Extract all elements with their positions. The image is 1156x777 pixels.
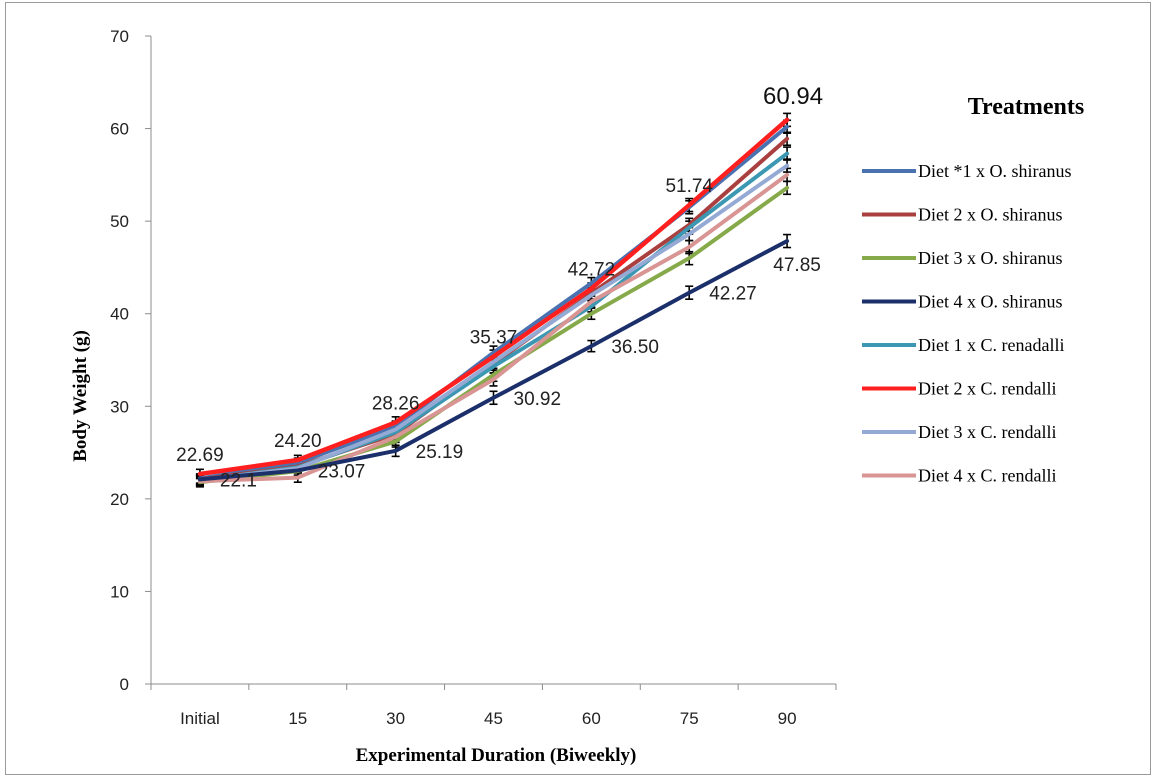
legend-label: Diet 4 x O. shiranus bbox=[918, 292, 1062, 312]
data-label: 47.85 bbox=[773, 255, 821, 276]
axes: 0 10 20 30 40 50 60 70 Initial 15 30 45 60 75 90 bbox=[110, 27, 837, 728]
x-tick-label: 75 bbox=[680, 709, 699, 728]
data-label: 25.19 bbox=[416, 442, 464, 463]
series-line bbox=[197, 239, 790, 482]
y-tick-label: 50 bbox=[110, 212, 129, 231]
legend-label: Diet *1 x O. shiranus bbox=[918, 161, 1071, 181]
y-tick-label: 30 bbox=[110, 397, 129, 416]
data-label: 42.72 bbox=[568, 260, 616, 281]
legend: Diet *1 x O. shiranus Diet 2 x O. shiranu… bbox=[862, 161, 1071, 486]
data-label: 36.50 bbox=[611, 337, 659, 358]
x-tick-label: Initial bbox=[180, 709, 220, 728]
data-label: 23.07 bbox=[318, 461, 366, 482]
data-label: 22.1 bbox=[220, 470, 257, 491]
y-tick-label: 60 bbox=[110, 120, 129, 139]
data-labels: 22.69 22.1 24.20 23.07 28.26 25.19 35.37 30.92 4… bbox=[176, 83, 823, 492]
data-label: 30.92 bbox=[514, 389, 562, 410]
series-line bbox=[197, 117, 790, 477]
x-tick-label: 90 bbox=[778, 709, 797, 728]
data-label: 24.20 bbox=[274, 431, 322, 452]
x-tick-label: 60 bbox=[582, 709, 601, 728]
y-axis-title: Body Weight (g) bbox=[70, 330, 91, 462]
data-label: 51.74 bbox=[665, 176, 713, 197]
data-label: 60.94 bbox=[763, 83, 823, 110]
legend-label: Diet 3 x O. shiranus bbox=[918, 248, 1062, 268]
data-label: 42.27 bbox=[709, 284, 757, 305]
legend-label: Diet 2 x O. shiranus bbox=[918, 205, 1062, 225]
x-tick-label: 45 bbox=[484, 709, 503, 728]
y-tick-label: 70 bbox=[110, 27, 129, 46]
series-lines bbox=[197, 117, 790, 485]
legend-label: Diet 4 x C. rendalli bbox=[918, 466, 1056, 486]
x-tick-label: 30 bbox=[386, 709, 405, 728]
data-label: 35.37 bbox=[470, 328, 518, 349]
data-label: 22.69 bbox=[176, 445, 224, 466]
series-line bbox=[197, 172, 790, 484]
data-label: 28.26 bbox=[372, 393, 420, 414]
legend-label: Diet 2 x C. rendalli bbox=[918, 379, 1056, 399]
legend-title: Treatments bbox=[968, 94, 1084, 120]
series-line bbox=[197, 163, 790, 483]
y-tick-label: 10 bbox=[110, 582, 129, 601]
y-tick-label: 0 bbox=[120, 675, 129, 694]
legend-label: Diet 3 x C. rendalli bbox=[918, 422, 1056, 442]
y-tick-label: 40 bbox=[110, 305, 129, 324]
x-tick-label: 15 bbox=[288, 709, 307, 728]
x-axis-title: Experimental Duration (Biweekly) bbox=[356, 745, 637, 766]
legend-label: Diet 1 x C. renadalli bbox=[918, 335, 1064, 355]
y-tick-label: 20 bbox=[110, 490, 129, 509]
chart-frame bbox=[5, 2, 1151, 775]
